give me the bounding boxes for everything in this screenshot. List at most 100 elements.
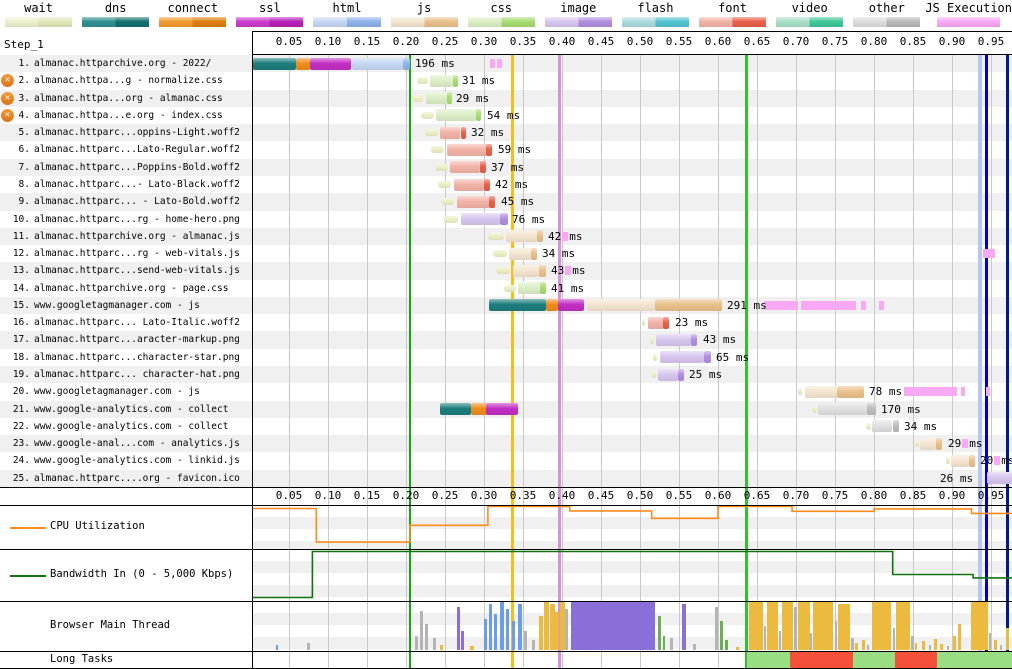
request-bar-segment[interactable]	[648, 316, 664, 329]
request-bar-segment[interactable]	[704, 351, 711, 364]
request-bar-segment[interactable]	[430, 74, 453, 87]
request-bar-segment[interactable]	[658, 368, 678, 381]
request-bar-segment[interactable]	[805, 385, 838, 398]
request-bar-segment[interactable]	[655, 299, 722, 312]
request-bar-segment[interactable]	[837, 385, 864, 398]
request-bar-segment[interactable]	[663, 316, 669, 329]
request-bar-segment[interactable]	[893, 420, 899, 433]
request-bar-segment[interactable]	[946, 457, 950, 465]
request-bar-segment[interactable]	[440, 126, 460, 139]
request-row[interactable]: 14. almanac.httparchive.org - page.css	[0, 279, 252, 298]
request-bar-segment[interactable]	[496, 267, 510, 275]
request-bar-segment[interactable]	[486, 403, 518, 416]
request-bar-segment[interactable]	[440, 403, 471, 416]
request-bar-segment[interactable]	[866, 422, 871, 430]
request-bar-segment[interactable]	[441, 198, 454, 206]
request-row[interactable]: 16. almanac.httparc... Lato-Italic.woff2	[0, 314, 252, 333]
request-row[interactable]: 10. almanac.httparc...rg - home-hero.png	[0, 210, 252, 229]
request-bar-segment[interactable]	[951, 454, 969, 467]
request-bar-segment[interactable]	[642, 319, 645, 327]
request-bar-segment[interactable]	[506, 230, 537, 243]
request-bar-segment[interactable]	[438, 181, 451, 188]
request-bar-segment[interactable]	[650, 336, 654, 344]
request-row[interactable]: 19. almanac.httparc... character-hat.png	[0, 366, 252, 385]
request-bar-segment[interactable]	[513, 264, 539, 277]
request-row[interactable]: 24. www.google-analytics.com - linkid.js	[0, 452, 252, 471]
request-bar-segment[interactable]	[461, 213, 500, 225]
request-bar-segment[interactable]	[488, 232, 504, 240]
request-bar-segment[interactable]	[518, 282, 541, 295]
request-row[interactable]: 18. almanac.httparc...character-star.png	[0, 348, 252, 368]
request-bar-segment[interactable]	[480, 161, 486, 174]
request-bar-segment[interactable]	[587, 299, 655, 312]
request-bar-segment[interactable]	[539, 264, 546, 277]
request-bar-segment[interactable]	[504, 284, 516, 292]
request-row[interactable]: 17. almanac.httparc...aracter-markup.png	[0, 331, 252, 350]
request-row[interactable]: ✕ 2. almanac.httpa...g - normalize.css	[0, 72, 252, 91]
request-bar-segment[interactable]	[253, 57, 296, 70]
request-bar-segment[interactable]	[476, 109, 481, 122]
request-bar-segment[interactable]	[509, 247, 531, 260]
request-bar-segment[interactable]	[352, 57, 403, 70]
request-bar-segment[interactable]	[486, 143, 492, 156]
request-bar-segment[interactable]	[457, 195, 490, 208]
request-bar-segment[interactable]	[489, 299, 546, 312]
request-bar-segment[interactable]	[425, 129, 438, 137]
request-bar-segment[interactable]	[656, 334, 691, 346]
request-row[interactable]: 6. almanac.httparc...Lato-Regular.woff2	[0, 141, 252, 160]
request-bar-segment[interactable]	[471, 403, 487, 416]
request-bar-segment[interactable]	[403, 57, 410, 70]
request-bar-segment[interactable]	[447, 92, 452, 105]
request-bar-segment[interactable]	[447, 143, 487, 156]
request-bar-segment[interactable]	[435, 163, 448, 171]
request-bar-segment[interactable]	[426, 92, 447, 105]
request-row[interactable]: 8. almanac.httparc...- Lato-Black.woff2	[0, 175, 252, 195]
request-row[interactable]: 12. almanac.httparc...rg - web-vitals.js	[0, 245, 252, 264]
request-bar-segment[interactable]	[969, 454, 975, 467]
request-bar-segment[interactable]	[920, 437, 936, 450]
request-bar-segment[interactable]	[987, 472, 1012, 485]
request-bar-segment[interactable]	[296, 57, 310, 70]
request-bar-segment[interactable]	[436, 109, 476, 122]
request-bar-segment[interactable]	[489, 195, 495, 208]
request-bar-segment[interactable]	[872, 420, 892, 433]
request-row[interactable]: 25. almanac.httparc....org - favicon.ico	[0, 469, 252, 488]
request-bar-segment[interactable]	[453, 74, 458, 87]
request-bar-segment[interactable]	[546, 299, 558, 312]
request-bar-segment[interactable]	[678, 368, 684, 381]
request-bar-segment[interactable]	[310, 57, 351, 70]
request-bar-segment[interactable]	[537, 230, 543, 243]
request-row[interactable]: ✕ 4. almanac.httpa...e.org - index.css	[0, 106, 252, 126]
request-row[interactable]: 1. almanac.httparchive.org - 2022/	[0, 55, 252, 74]
request-row[interactable]: ✕ 3. almanac.httpa...org - almanac.css	[0, 89, 252, 108]
request-bar-segment[interactable]	[812, 405, 817, 413]
request-row[interactable]: 15. www.googletagmanager.com - js	[0, 296, 252, 316]
request-bar-segment[interactable]	[531, 247, 537, 260]
request-bar-segment[interactable]	[417, 77, 428, 85]
request-bar-segment[interactable]	[461, 126, 466, 139]
request-bar-segment[interactable]	[540, 282, 546, 295]
request-row[interactable]: 22. www.google-analytics.com - collect	[0, 417, 252, 437]
request-row[interactable]: 9. almanac.httparc... - Lato-Bold.woff2	[0, 193, 252, 212]
request-bar-segment[interactable]	[421, 111, 434, 119]
request-bar-segment[interactable]	[493, 250, 507, 258]
request-row[interactable]: 21. www.google-analytics.com - collect	[0, 400, 252, 419]
request-bar-segment[interactable]	[653, 353, 657, 361]
request-bar-segment[interactable]	[450, 161, 480, 174]
request-row[interactable]: 5. almanac.httparc...oppins-Light.woff2	[0, 124, 252, 143]
request-bar-segment[interactable]	[818, 403, 867, 416]
request-row[interactable]: 20. www.googletagmanager.com - js	[0, 383, 252, 402]
request-bar-segment[interactable]	[936, 437, 942, 450]
request-bar-segment[interactable]	[500, 213, 508, 225]
request-row[interactable]: 13. almanac.httparc...send-web-vitals.js	[0, 262, 252, 281]
request-bar-segment[interactable]	[484, 178, 490, 191]
request-bar-segment[interactable]	[798, 388, 802, 396]
request-bar-segment[interactable]	[558, 299, 584, 312]
request-bar-segment[interactable]	[412, 94, 423, 102]
request-bar-segment[interactable]	[444, 215, 458, 223]
request-bar-segment[interactable]	[691, 334, 697, 346]
request-row[interactable]: 7. almanac.httparc...Poppins-Bold.woff2	[0, 158, 252, 177]
request-bar-segment[interactable]	[431, 146, 444, 154]
request-bar-segment[interactable]	[454, 178, 484, 191]
request-bar-segment[interactable]	[867, 403, 876, 416]
